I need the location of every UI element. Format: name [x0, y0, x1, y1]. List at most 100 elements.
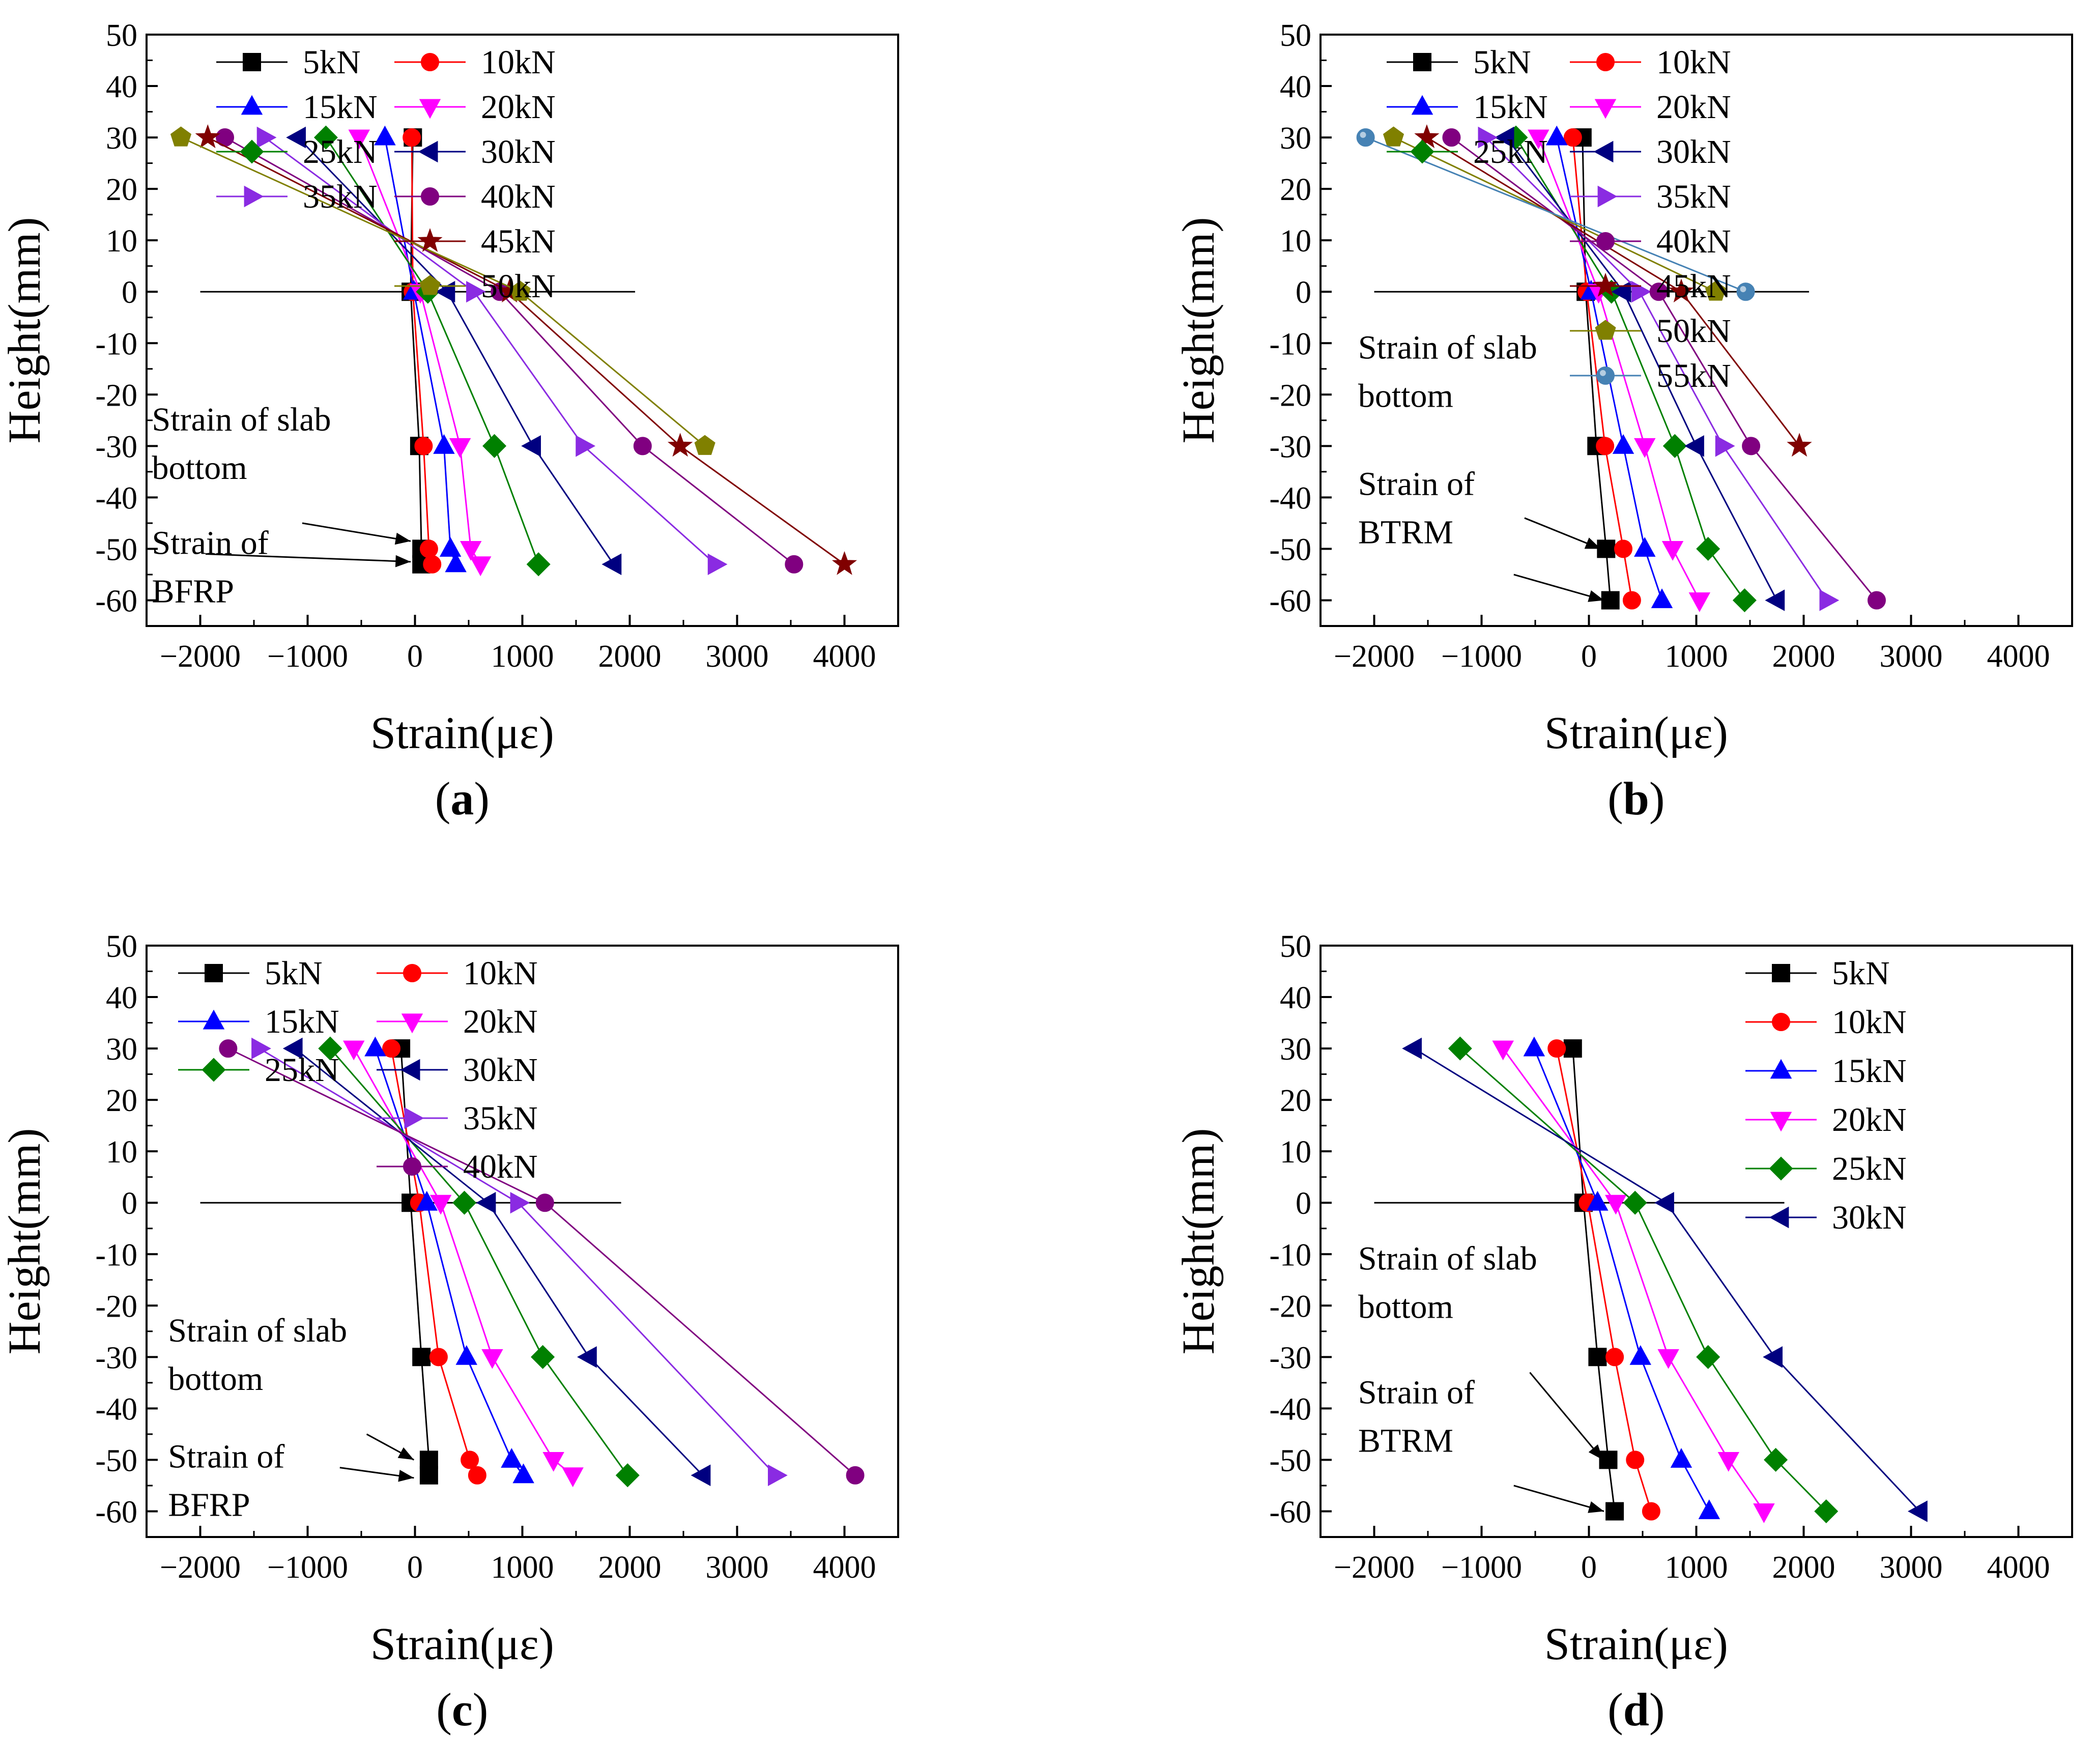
legend: 5kN 10kN 15kN 20kN 25kN 30kN 35kN 40kN 45kN 50kN	[216, 44, 556, 305]
x-axis-title: Strain(με)	[1544, 1619, 1728, 1669]
data-point-10kN	[419, 539, 438, 558]
y-tick-label: -50	[1269, 1443, 1311, 1478]
data-point-10kN	[423, 555, 442, 574]
annotation-arrow	[1529, 1372, 1604, 1461]
series-line-40kN	[224, 136, 795, 565]
series-40kN	[216, 128, 803, 574]
legend-label-10kN: 10kN	[481, 44, 556, 81]
y-tick-label: 30	[106, 1032, 137, 1067]
annotation-arrowhead	[398, 1469, 414, 1482]
data-point-45kN	[831, 551, 857, 575]
series-line-45kN	[207, 136, 845, 565]
series-25kN	[1448, 1036, 1839, 1524]
data-point-15kN	[416, 1190, 438, 1211]
data-point-25kN	[1764, 1447, 1788, 1472]
x-tick-label: 2000	[1772, 639, 1835, 674]
series-line-30kN	[1413, 1047, 1920, 1512]
y-tick-label: -10	[95, 327, 137, 361]
data-point-25kN	[526, 552, 551, 577]
y-tick-label: -40	[95, 481, 137, 516]
y-axis-title: Height(mm)	[1173, 217, 1224, 444]
data-point-20kN	[481, 1349, 503, 1369]
data-point-55kN	[1736, 282, 1755, 301]
y-tick-label: -20	[1269, 1289, 1311, 1324]
series-10kN	[382, 1039, 486, 1485]
legend-label-15kN: 15kN	[303, 89, 378, 126]
legend-label-50kN: 50kN	[481, 268, 556, 305]
legend-label-25kN: 25kN	[303, 133, 378, 170]
data-point-55kN	[1356, 128, 1375, 147]
data-point-20kN	[429, 1194, 452, 1215]
series-30kN	[282, 1037, 711, 1486]
x-tick-label: 0	[1581, 1550, 1597, 1585]
panel-label: (b)	[1608, 773, 1664, 824]
legend-marker-50kN	[419, 275, 441, 295]
legend-marker-15kN	[203, 1009, 225, 1030]
y-tick-label: 40	[1280, 70, 1311, 104]
legend-marker-45kN	[1593, 273, 1618, 297]
legend-marker-20kN	[419, 99, 441, 119]
x-axis-title: Strain(με)	[1544, 708, 1728, 758]
data-point-15kN	[374, 125, 396, 146]
panel-label-paren: (	[435, 773, 451, 824]
legend-marker-25kN	[202, 1058, 226, 1082]
data-point-5kN	[419, 1466, 438, 1485]
data-point-35kN	[576, 435, 596, 457]
y-tick-label: 30	[1280, 1032, 1311, 1067]
legend-marker-20kN	[1594, 99, 1617, 119]
series-35kN	[251, 1037, 788, 1486]
y-tick-label: 50	[106, 929, 137, 964]
x-tick-label: 1000	[491, 639, 554, 674]
data-point-20kN	[1528, 129, 1549, 150]
legend-label-35kN: 35kN	[463, 1100, 538, 1137]
series-line-25kN	[329, 1048, 628, 1476]
panel-label-paren: )	[474, 773, 490, 824]
data-point-15kN	[1698, 1499, 1720, 1519]
y-tick-label: -30	[95, 1341, 137, 1375]
annotation-text: BFRP	[168, 1487, 250, 1524]
series-40kN	[219, 1039, 865, 1485]
legend-label-25kN: 25kN	[1832, 1150, 1907, 1187]
data-point-30kN	[476, 1192, 496, 1214]
x-tick-label: 3000	[706, 639, 769, 674]
legend-marker-35kN	[244, 185, 264, 208]
data-point-35kN	[251, 1037, 271, 1060]
y-tick-label: -10	[1269, 327, 1311, 361]
data-point-30kN	[521, 435, 541, 457]
y-tick-label: -30	[95, 430, 137, 464]
x-tick-label: 3000	[1880, 639, 1943, 674]
y-tick-label: 30	[106, 121, 137, 156]
data-point-40kN	[1742, 437, 1761, 456]
panel-label: (c)	[436, 1684, 488, 1735]
y-tick-label: 0	[1296, 1186, 1311, 1221]
annotation-arrowhead	[1588, 1444, 1603, 1460]
y-tick-label: 0	[122, 1186, 137, 1221]
panel-label-paren: )	[1649, 773, 1665, 824]
y-tick-label: -40	[1269, 481, 1311, 516]
data-point-25kN	[313, 125, 338, 150]
data-point-15kN	[512, 1463, 534, 1484]
y-tick-label: -50	[1269, 532, 1311, 567]
x-tick-label: 1000	[491, 1550, 554, 1585]
x-axis-title: Strain(με)	[370, 708, 554, 758]
annotation-arrowhead	[397, 1447, 414, 1460]
data-point-30kN	[577, 1346, 597, 1368]
legend-label-35kN: 35kN	[1656, 178, 1731, 215]
x-tick-label: −1000	[1441, 1550, 1522, 1585]
x-tick-label: 4000	[1987, 639, 2050, 674]
y-tick-label: -50	[95, 532, 137, 567]
legend-marker-30kN	[418, 140, 438, 163]
legend-marker-55kN	[1596, 366, 1615, 385]
x-tick-label: 4000	[813, 1550, 876, 1585]
series-20kN	[343, 1040, 584, 1488]
data-point-20kN	[1688, 592, 1711, 612]
y-tick-label: 10	[1280, 224, 1311, 259]
x-tick-label: 0	[1581, 639, 1597, 674]
legend-marker-10kN	[421, 53, 439, 71]
data-point-20kN	[1753, 1503, 1775, 1523]
data-point-40kN	[1442, 128, 1461, 147]
data-point-15kN	[1612, 434, 1634, 454]
legend-marker-40kN	[403, 1157, 421, 1176]
series-35kN	[256, 126, 728, 575]
